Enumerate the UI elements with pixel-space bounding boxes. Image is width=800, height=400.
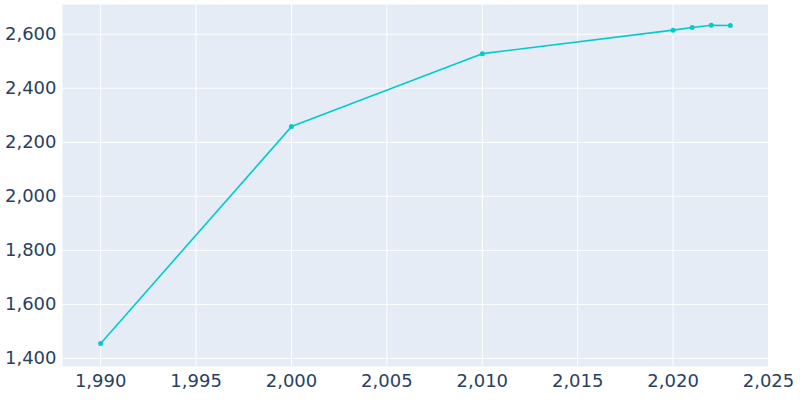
svg-text:1,600: 1,600 (5, 293, 57, 314)
svg-text:1,995: 1,995 (170, 370, 222, 391)
svg-text:2,010: 2,010 (457, 370, 509, 391)
svg-text:2,000: 2,000 (5, 185, 57, 206)
svg-text:2,015: 2,015 (552, 370, 604, 391)
svg-text:2,600: 2,600 (5, 23, 57, 44)
svg-text:1,990: 1,990 (75, 370, 127, 391)
svg-text:2,005: 2,005 (361, 370, 413, 391)
svg-text:2,400: 2,400 (5, 77, 57, 98)
svg-text:2,000: 2,000 (266, 370, 318, 391)
svg-text:2,020: 2,020 (647, 370, 699, 391)
svg-text:2,200: 2,200 (5, 131, 57, 152)
svg-text:1,400: 1,400 (5, 347, 57, 368)
svg-text:1,800: 1,800 (5, 239, 57, 260)
svg-text:2,025: 2,025 (743, 370, 795, 391)
